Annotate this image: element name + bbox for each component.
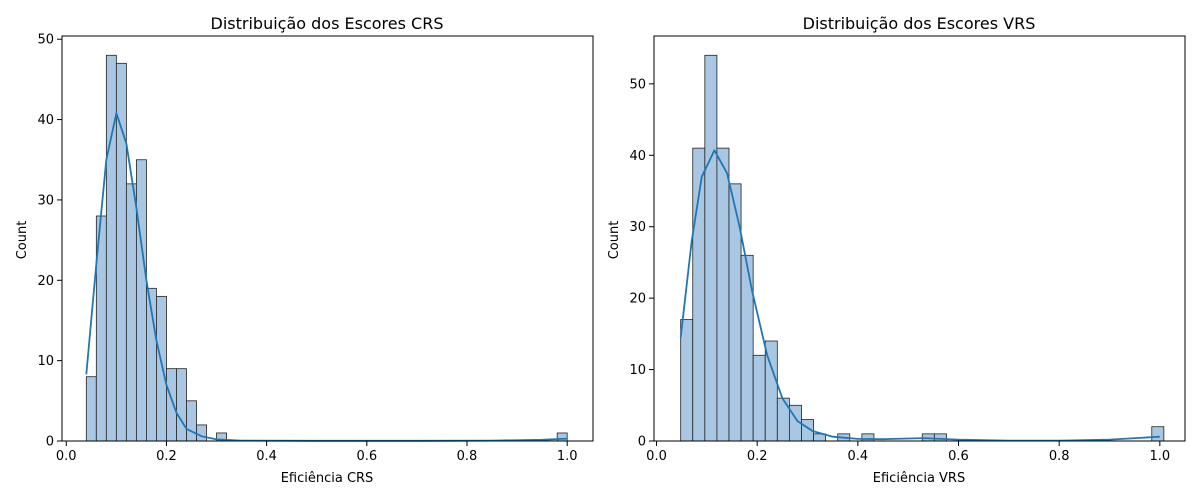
- vrs-x-tick-label: 0.6: [948, 449, 969, 464]
- vrs-bar: [716, 147, 730, 442]
- crs-bars: [85, 54, 568, 442]
- crs-y-tick-label: 30: [37, 193, 54, 208]
- crs-bar: [105, 54, 117, 442]
- vrs-axes-frame: [653, 35, 1186, 442]
- crs-histogram-panel: Distribuição dos Escores CRS Eficiência …: [15, 14, 594, 486]
- vrs-x-axis-label: Eficiência VRS: [873, 471, 965, 486]
- crs-x-tick-label: 0.2: [156, 449, 177, 464]
- crs-y-tick-label: 50: [37, 33, 54, 48]
- crs-x-tick-label: 0.4: [256, 449, 277, 464]
- crs-bar: [135, 159, 147, 442]
- vrs-y-tick-label: 30: [629, 220, 646, 235]
- vrs-chart-title: Distribuição dos Escores VRS: [803, 14, 1036, 33]
- vrs-bar: [752, 354, 766, 442]
- crs-bar: [85, 376, 97, 442]
- vrs-histogram-panel: Distribuição dos Escores VRS Eficiência …: [607, 14, 1186, 486]
- crs-bar: [176, 368, 187, 442]
- crs-y-tick-label: 20: [37, 274, 54, 289]
- vrs-x-tick-label: 0.8: [1049, 449, 1070, 464]
- vrs-bar: [704, 54, 718, 442]
- crs-x-tick-label: 1.0: [557, 449, 578, 464]
- vrs-y-tick-label: 40: [629, 149, 646, 164]
- vrs-bar: [1151, 426, 1165, 442]
- crs-x-axis-label: Eficiência CRS: [281, 471, 374, 486]
- crs-y-tick-label: 10: [37, 354, 54, 369]
- vrs-x-tick-label: 0.0: [646, 449, 667, 464]
- vrs-y-axis-label: Count: [607, 221, 622, 260]
- crs-y-axis-label: Count: [15, 221, 30, 260]
- crs-x-tick-label: 0.8: [457, 449, 478, 464]
- crs-bar: [125, 183, 137, 442]
- vrs-kde-line: [679, 149, 1160, 442]
- crs-y-tick-label: 40: [37, 113, 54, 128]
- crs-y-tick-label: 0: [46, 435, 54, 450]
- crs-bar: [166, 368, 177, 442]
- crs-x-tick-label: 0.0: [56, 449, 77, 464]
- vrs-x-tick-label: 0.4: [847, 449, 868, 464]
- crs-axes-frame: [61, 35, 594, 442]
- vrs-bars: [680, 54, 1165, 442]
- vrs-y-tick-label: 10: [629, 363, 646, 378]
- vrs-bar: [933, 433, 947, 442]
- vrs-y-tick-label: 0: [638, 435, 646, 450]
- crs-x-tick-label: 0.6: [356, 449, 377, 464]
- vrs-x-tick-label: 0.2: [747, 449, 768, 464]
- crs-bar: [196, 424, 207, 442]
- vrs-bar: [680, 319, 694, 442]
- crs-bar: [156, 295, 167, 442]
- vrs-x-tick-label: 1.0: [1149, 449, 1170, 464]
- crs-bar: [186, 400, 197, 442]
- crs-chart-title: Distribuição dos Escores CRS: [211, 14, 444, 33]
- vrs-y-tick-label: 50: [629, 77, 646, 92]
- vrs-y-tick-label: 20: [629, 292, 646, 307]
